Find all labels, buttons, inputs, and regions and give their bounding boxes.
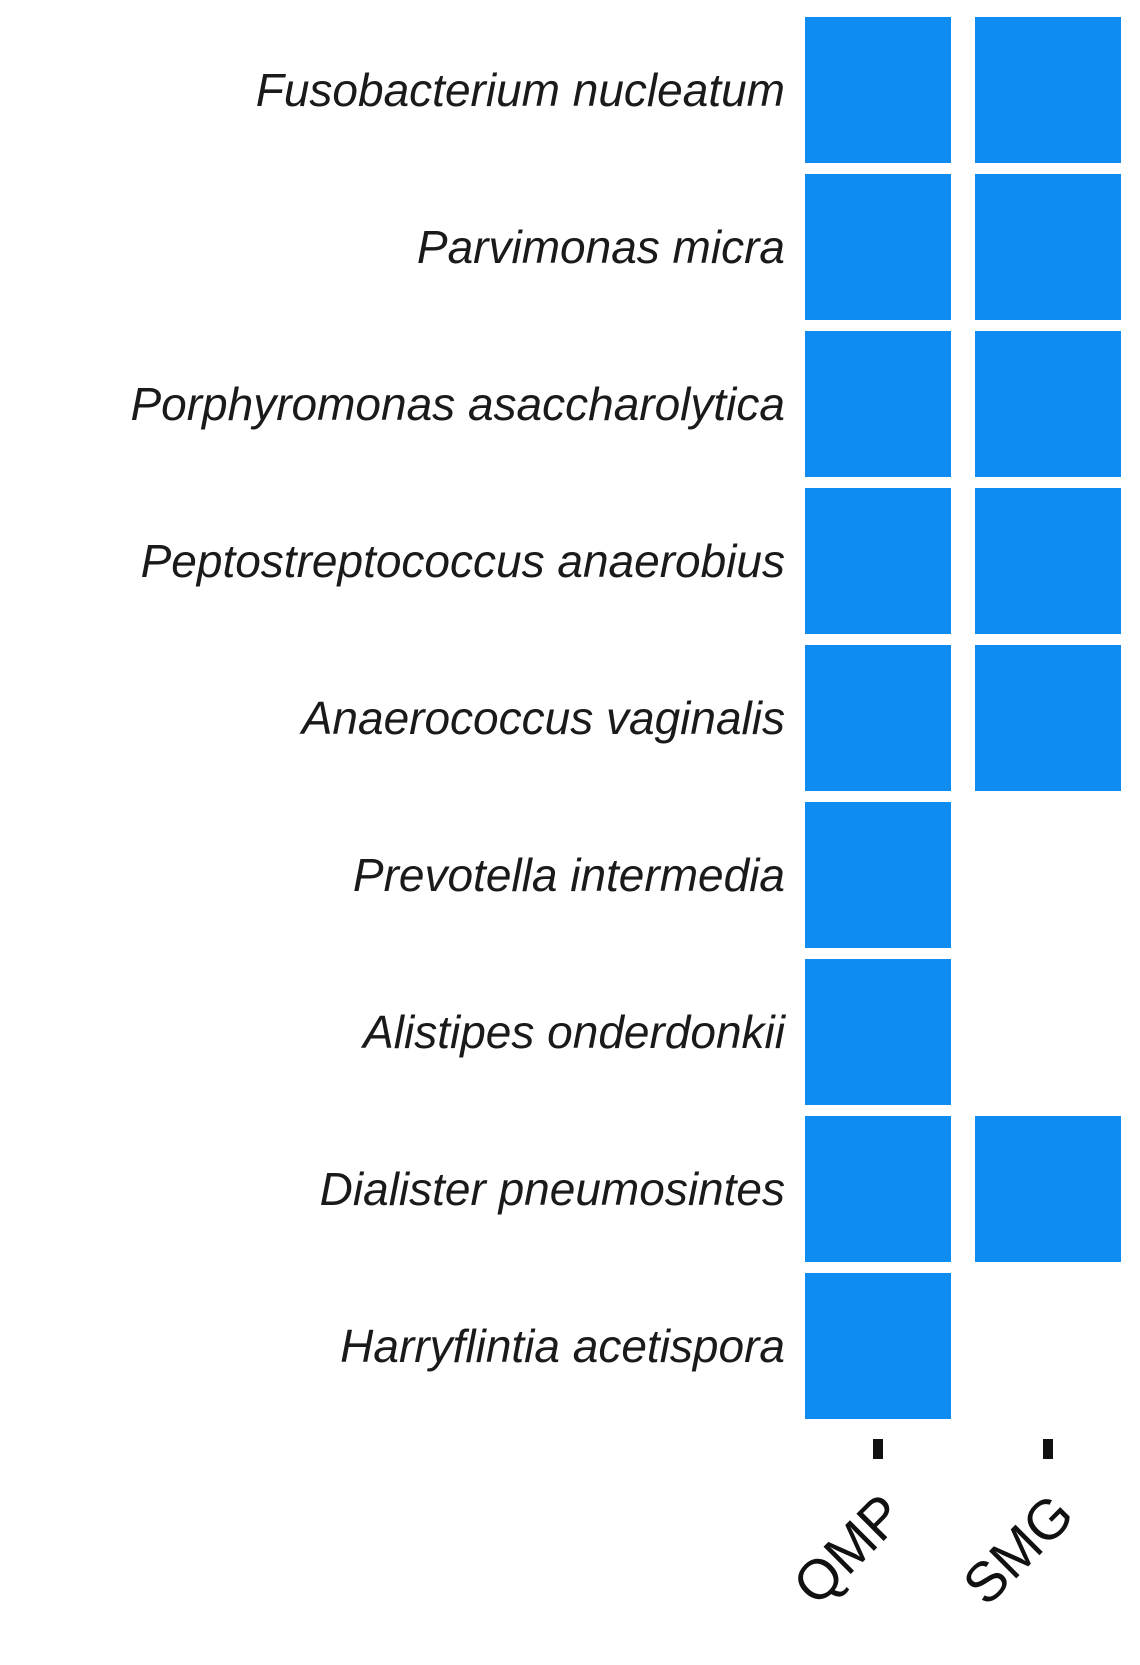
row-label-anaerococcus-vaginalis: Anaerococcus vaginalis: [299, 692, 785, 744]
row-labels: Fusobacterium nucleatum Parvimonas micra P…: [130, 64, 786, 1372]
row-label-dialister-pneumosintes: Dialister pneumosintes: [320, 1163, 785, 1215]
x-tick-smg: [1043, 1439, 1053, 1459]
cell-fusobacterium-nucleatum-qmp: [805, 17, 951, 163]
heatmap-cells: [805, 17, 1121, 1419]
cell-prevotella-intermedia-smg: [975, 802, 1121, 948]
column-label-smg: SMG: [951, 1482, 1086, 1617]
cell-porphyromonas-asaccharolytica-smg: [975, 331, 1121, 477]
cell-anaerococcus-vaginalis-qmp: [805, 645, 951, 791]
x-tick-qmp: [873, 1439, 883, 1459]
column-labels: QMP SMG: [781, 1482, 1086, 1617]
row-label-fusobacterium-nucleatum: Fusobacterium nucleatum: [256, 64, 785, 116]
row-label-alistipes-onderdonkii: Alistipes onderdonkii: [360, 1006, 787, 1058]
cell-fusobacterium-nucleatum-smg: [975, 17, 1121, 163]
x-axis-ticks: [873, 1439, 1053, 1459]
cell-dialister-pneumosintes-qmp: [805, 1116, 951, 1262]
cell-dialister-pneumosintes-smg: [975, 1116, 1121, 1262]
cell-alistipes-onderdonkii-smg: [975, 959, 1121, 1105]
row-label-peptostreptococcus-anaerobius: Peptostreptococcus anaerobius: [141, 535, 785, 587]
row-label-porphyromonas-asaccharolytica: Porphyromonas asaccharolytica: [130, 378, 785, 430]
cell-parvimonas-micra-qmp: [805, 174, 951, 320]
cell-alistipes-onderdonkii-qmp: [805, 959, 951, 1105]
cell-porphyromonas-asaccharolytica-qmp: [805, 331, 951, 477]
row-label-parvimonas-micra: Parvimonas micra: [417, 221, 785, 273]
row-label-prevotella-intermedia: Prevotella intermedia: [353, 849, 785, 901]
cell-harryflintia-acetispora-qmp: [805, 1273, 951, 1419]
cell-harryflintia-acetispora-smg: [975, 1273, 1121, 1419]
row-label-harryflintia-acetispora: Harryflintia acetispora: [340, 1320, 785, 1372]
cell-anaerococcus-vaginalis-smg: [975, 645, 1121, 791]
cell-peptostreptococcus-anaerobius-qmp: [805, 488, 951, 634]
column-label-qmp: QMP: [781, 1482, 916, 1617]
cell-peptostreptococcus-anaerobius-smg: [975, 488, 1121, 634]
cell-parvimonas-micra-smg: [975, 174, 1121, 320]
cell-prevotella-intermedia-qmp: [805, 802, 951, 948]
